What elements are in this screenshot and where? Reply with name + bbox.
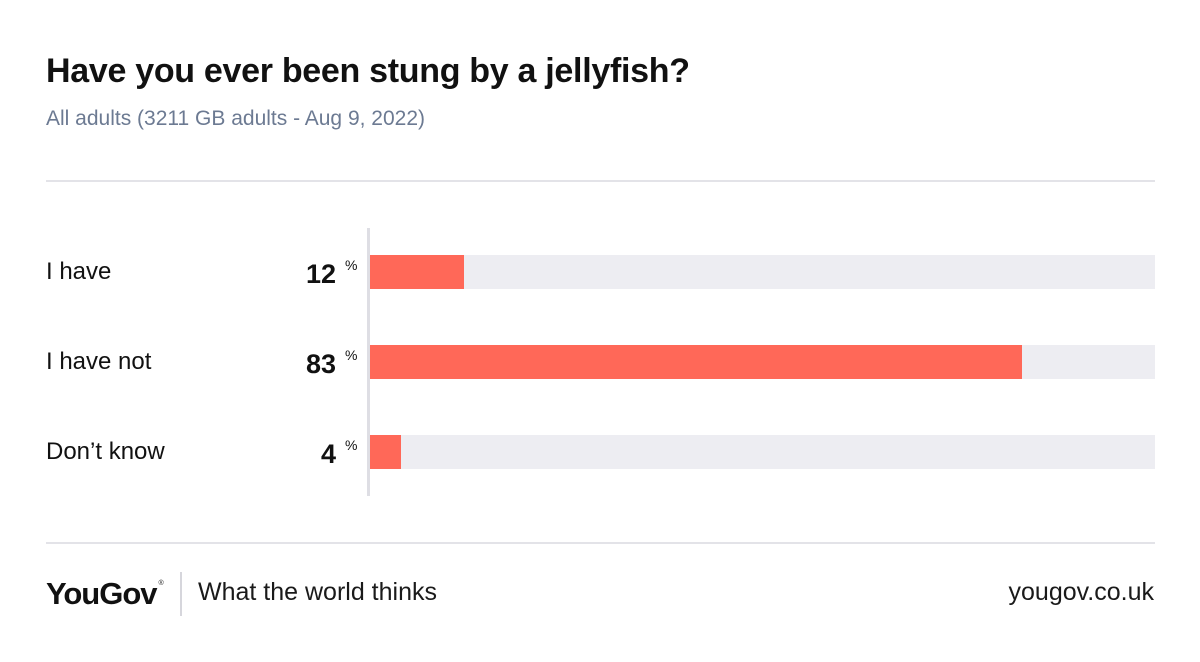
yougov-logo[interactable]: YouGov ®	[46, 576, 164, 612]
bar	[370, 435, 402, 469]
unit-label: %	[345, 437, 358, 453]
value-label: 4	[320, 439, 336, 469]
bar-track	[370, 435, 1155, 469]
logo-trademark: ®	[158, 580, 164, 587]
bar	[370, 345, 1022, 379]
value-label: 12	[305, 259, 336, 289]
category-label: I have not	[46, 348, 152, 375]
footer-separator	[180, 572, 182, 616]
chart-title: Have you ever been stung by a jellyfish?	[46, 52, 690, 90]
bottom-divider	[46, 542, 1155, 544]
logo-text: YouGov	[46, 576, 158, 611]
unit-label: %	[345, 257, 358, 273]
bar	[370, 255, 465, 289]
category-label: Don’t know	[46, 438, 165, 465]
top-divider	[46, 180, 1155, 182]
unit-label: %	[345, 347, 358, 363]
chart-axis-line	[367, 228, 370, 496]
category-label: I have	[46, 258, 112, 285]
bar-track	[370, 345, 1155, 379]
bar-track	[370, 255, 1155, 289]
footer-tagline: What the world thinks	[198, 578, 437, 606]
chart-subtitle: All adults (3211 GB adults - Aug 9, 2022…	[46, 107, 426, 130]
footer-url-link[interactable]: yougov.co.uk	[1008, 578, 1154, 606]
value-label: 83	[305, 349, 336, 379]
